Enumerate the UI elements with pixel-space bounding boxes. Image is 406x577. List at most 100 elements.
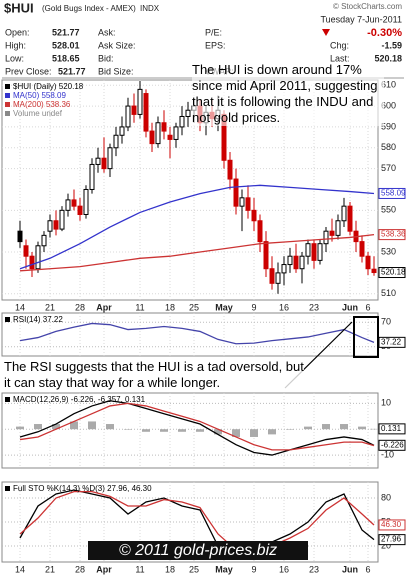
legend-label: MA(200) 538.36 <box>13 100 71 109</box>
x-tick-label: 6 <box>365 302 370 312</box>
x-tick-label: 18 <box>165 302 175 312</box>
candle-body <box>359 241 365 257</box>
legend-label: RSI(14) 37.22 <box>13 315 63 324</box>
histogram-bar <box>106 424 114 430</box>
field-label: Last: <box>330 53 350 63</box>
candle-body <box>71 199 77 207</box>
y-tick-label: -10 <box>381 449 394 459</box>
legend-label: Full STO %K(14,3) %D(3) 27.96, 46.30 <box>13 484 152 493</box>
field-label: Open: <box>5 27 30 37</box>
exchange: INDX <box>140 4 160 13</box>
value-tag <box>378 519 406 531</box>
x-tick-label: 28 <box>75 564 85 574</box>
candle-body <box>269 268 275 284</box>
y-tick-label: 510 <box>381 288 396 298</box>
histogram-bar <box>88 421 96 430</box>
date: Tuesday 7-Jun-2011 <box>320 14 402 24</box>
y-tick-label: 10 <box>381 398 391 408</box>
candle-body <box>179 115 185 128</box>
candle-body <box>185 109 191 117</box>
x-tick-label: 14 <box>15 302 25 312</box>
histogram-bar <box>214 429 222 435</box>
candle-body <box>347 205 353 232</box>
x-tick-label: 9 <box>251 302 256 312</box>
x-tick-label: Jun <box>342 302 358 312</box>
histogram-bar <box>124 429 132 430</box>
candle-body <box>233 178 239 207</box>
x-tick-label: 21 <box>45 302 55 312</box>
watermark: © 2011 gold-prices.biz <box>88 541 308 560</box>
candle-body <box>173 126 179 140</box>
candle-body <box>311 243 317 261</box>
candle-body <box>329 230 335 236</box>
histogram-bar <box>286 429 294 430</box>
candle-body <box>371 268 377 274</box>
x-tick-label: 6 <box>365 564 370 574</box>
candle-body <box>113 134 119 149</box>
candle-body <box>305 243 311 257</box>
candle-body <box>257 220 263 243</box>
candle-body <box>119 126 125 136</box>
x-tick-label: 25 <box>189 564 199 574</box>
candle-body <box>137 88 143 115</box>
y-tick-label: 530 <box>381 246 396 256</box>
legend-swatch <box>5 84 10 89</box>
x-tick-label: May <box>215 302 233 312</box>
value-tag <box>378 267 406 279</box>
index-name: (Gold Bugs Index - AMEX) <box>42 4 136 13</box>
legend-swatch <box>5 102 10 107</box>
candle-body <box>275 272 281 284</box>
y-tick-label: 590 <box>381 121 396 131</box>
value-tag-label: 0.131 <box>381 424 402 433</box>
candle-body <box>131 105 137 115</box>
legend-swatch <box>5 486 10 491</box>
histogram-bar <box>160 429 168 432</box>
symbol: $HUI <box>4 0 34 15</box>
value-tag <box>378 336 406 348</box>
field-label: P/E: <box>205 27 222 37</box>
field-value: 528.01 <box>52 40 80 50</box>
candle-body <box>89 163 95 190</box>
legend-label: MACD(12,26,9) -6.226, -6.357, 0.131 <box>13 395 146 404</box>
candle-body <box>47 220 53 232</box>
value-tag <box>378 187 406 199</box>
panel <box>1 392 379 469</box>
legend-label: Volume undef <box>13 109 63 118</box>
field-label: EPS: <box>205 40 226 50</box>
value-tag-label: 27.96 <box>381 535 402 544</box>
x-tick-label: 21 <box>45 564 55 574</box>
change-pct: -0.30% <box>367 27 402 39</box>
x-tick-label: Jun <box>342 564 358 574</box>
highlight-box <box>353 316 379 358</box>
candle-body <box>251 209 257 222</box>
value-tag-label: -6.226 <box>381 440 404 449</box>
x-tick-label: 9 <box>251 564 256 574</box>
candle-body <box>29 255 35 270</box>
source: © StockCharts.com <box>333 2 402 11</box>
x-tick-label: 23 <box>309 302 319 312</box>
histogram-bar <box>250 429 258 437</box>
x-tick-label: 28 <box>75 302 85 312</box>
candle-body <box>17 230 23 243</box>
field-label: Ask: <box>98 27 116 37</box>
legend-swatch <box>5 111 10 116</box>
candle-body <box>167 134 173 140</box>
value-tag <box>378 534 406 546</box>
candle-body <box>335 220 341 236</box>
candle-body <box>281 264 287 274</box>
candle-body <box>287 255 293 266</box>
candle-body <box>341 205 347 222</box>
field-label: Chg: <box>330 40 349 50</box>
candle-body <box>95 157 101 165</box>
candle-body <box>293 255 299 270</box>
candle-body <box>23 245 29 257</box>
candle-body <box>59 209 65 230</box>
histogram-bar <box>142 429 150 432</box>
candle-body <box>149 130 155 145</box>
candle-body <box>107 147 113 170</box>
field-label: Bid Size: <box>98 66 134 76</box>
x-tick-label: May <box>215 564 233 574</box>
series-line <box>19 233 375 272</box>
histogram-bar <box>52 424 60 430</box>
value-tag <box>378 423 406 435</box>
